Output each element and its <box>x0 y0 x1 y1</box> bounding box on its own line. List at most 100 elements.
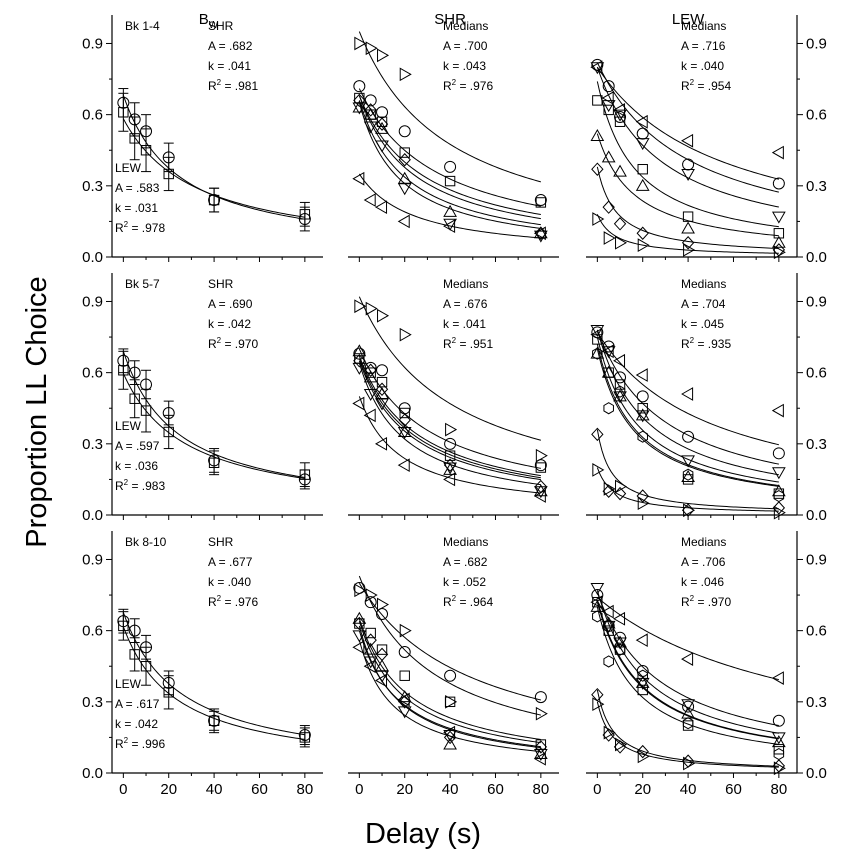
data-point-triangle-up <box>601 616 616 629</box>
data-point-triangle-up <box>375 121 389 134</box>
data-point-tri-left <box>681 133 694 148</box>
data-point-tri-left <box>443 219 456 234</box>
data-point-lew <box>299 209 311 220</box>
data-point-circle <box>591 58 604 71</box>
y-tick-label: 0.3 <box>82 694 103 711</box>
data-point-tri-right <box>535 448 548 463</box>
y-tick-label: 0.0 <box>82 507 103 524</box>
data-point-lew <box>208 457 220 469</box>
x-tick-label: 60 <box>487 781 504 798</box>
data-point-triangle-up <box>363 107 378 120</box>
fit-curve <box>596 67 779 208</box>
data-point-square <box>614 116 626 127</box>
data-point-diamond <box>364 633 377 647</box>
data-point-diamond <box>375 117 389 131</box>
column-title-lew: LEW <box>672 11 705 28</box>
data-point-square <box>773 744 785 755</box>
data-point-circle <box>398 125 411 138</box>
data-point-circle <box>444 160 457 173</box>
annotation-text: R2 = .964 <box>443 594 493 609</box>
annotation-text: Medians <box>443 277 488 291</box>
data-point-diamond <box>443 458 457 472</box>
data-point-square <box>682 211 694 222</box>
annotation-text: Medians <box>681 535 726 549</box>
data-point-square <box>535 197 547 208</box>
fit-curve <box>358 363 541 486</box>
r2-base: R <box>443 337 452 351</box>
fit-curve <box>596 599 779 739</box>
r2-value: = .983 <box>128 479 165 493</box>
r2-base: R <box>443 79 452 93</box>
data-point-tri-right <box>615 479 628 494</box>
data-point-tri-right <box>377 308 390 323</box>
r2-base: R <box>115 479 124 493</box>
data-point-tri-down <box>771 211 786 224</box>
data-point-tri-right <box>637 749 650 764</box>
data-point-triangle-up <box>363 642 378 655</box>
data-point-hexagon <box>592 347 603 360</box>
annotation-text: SHR <box>208 277 234 291</box>
y-tick-label-right: 0.6 <box>806 365 827 382</box>
data-point-tri-down <box>375 398 389 411</box>
data-point-square <box>399 147 410 158</box>
fit-curve <box>358 31 541 183</box>
r2-value: = .981 <box>221 79 258 93</box>
annotation-text: Medians <box>443 535 488 549</box>
fit-curve <box>596 81 779 228</box>
data-point-tri-left <box>352 640 365 655</box>
fit-curve <box>596 336 779 483</box>
data-point-circle <box>534 459 547 472</box>
x-tick-label: 0 <box>119 781 127 798</box>
data-point-triangle-up <box>635 408 650 421</box>
annotation-text: k = .036 <box>115 459 158 473</box>
data-point-tri-left <box>771 671 784 685</box>
annotation-text: Medians <box>443 19 488 33</box>
data-point-hexagon <box>637 669 648 682</box>
annotation-text: Medians <box>681 19 726 33</box>
data-point-tri-right <box>354 36 367 51</box>
annotation-text: R2 = .935 <box>681 336 731 351</box>
fit-curve <box>358 100 541 226</box>
data-point-tri-down <box>590 582 605 595</box>
fit-curve <box>358 88 541 207</box>
data-point-tri-right <box>592 697 605 712</box>
annotation-text: k = .031 <box>115 201 158 215</box>
x-tick-label: 80 <box>771 781 788 798</box>
data-point-tri-down <box>681 455 695 468</box>
data-point-tri-down <box>443 462 457 475</box>
y-tick-label: 0.6 <box>82 365 103 382</box>
annotation-text: A = .597 <box>115 439 160 453</box>
r2-superscript: 2 <box>452 78 457 87</box>
r2-base: R <box>443 595 452 609</box>
data-point-tri-left <box>681 652 694 666</box>
r2-value: = .964 <box>456 595 493 609</box>
annotation-text: k = .042 <box>208 317 251 331</box>
x-tick-label: 80 <box>533 781 550 798</box>
fit-curve <box>358 95 541 216</box>
data-point-tri-down <box>681 168 695 181</box>
data-point-lew <box>208 715 220 727</box>
data-point-hexagon <box>603 655 614 668</box>
data-point-lew <box>163 687 174 698</box>
fit-curve <box>596 329 779 476</box>
data-point-circle <box>772 447 785 460</box>
annotation-text: LEW <box>115 161 142 175</box>
r2-superscript: 2 <box>452 594 457 603</box>
data-point-square <box>637 164 648 175</box>
x-tick-label: 0 <box>355 781 363 798</box>
r2-base: R <box>681 337 690 351</box>
fit-curve <box>358 630 541 748</box>
fit-curve <box>358 621 541 744</box>
data-point-circle <box>614 111 627 124</box>
data-point-tri-right <box>637 496 650 510</box>
data-point-tri-left <box>352 396 365 411</box>
data-point-triangle-up <box>443 737 457 750</box>
data-point-circle <box>444 669 457 682</box>
fit-curve <box>358 582 541 701</box>
data-point-tri-left <box>601 604 614 619</box>
annotation-text: Medians <box>681 277 726 291</box>
annotation-text: A = .704 <box>681 297 726 311</box>
data-point-tri-right <box>603 231 616 245</box>
data-point-tri-down <box>397 426 412 439</box>
data-point-triangle-up <box>352 100 367 113</box>
